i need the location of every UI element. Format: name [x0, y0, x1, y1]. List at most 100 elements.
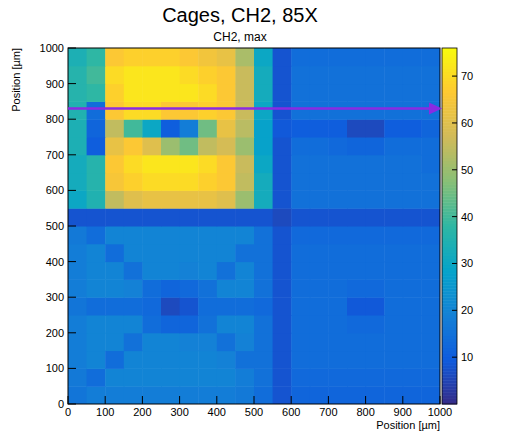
- colorbar-band: [442, 389, 457, 392]
- heat-cell: [366, 226, 385, 244]
- heat-cell: [161, 262, 180, 280]
- colorbar-band: [442, 271, 457, 274]
- colorbar-tick: [452, 216, 457, 217]
- heat-cell: [161, 66, 180, 84]
- colorbar-tick: [452, 76, 457, 77]
- colorbar-band: [442, 318, 457, 321]
- heat-cell: [421, 119, 440, 137]
- heat-cell: [421, 66, 440, 84]
- heat-cell: [235, 386, 254, 404]
- colorbar-band: [442, 54, 457, 57]
- heat-cell: [198, 244, 217, 262]
- heat-cell: [291, 351, 310, 369]
- heat-cell: [273, 351, 292, 369]
- x-tick: [440, 396, 441, 404]
- heat-cell: [273, 208, 292, 226]
- heat-cell: [273, 315, 292, 333]
- heat-cell: [254, 333, 273, 351]
- heat-cell: [235, 137, 254, 155]
- heat-cell: [87, 190, 106, 208]
- colorbar-band: [442, 104, 457, 107]
- heat-cell: [384, 244, 403, 262]
- heat-cell: [291, 244, 310, 262]
- heat-cell: [328, 297, 347, 315]
- colorbar-band: [442, 377, 457, 380]
- heat-cell: [273, 137, 292, 155]
- colorbar-band: [442, 158, 457, 161]
- heat-cell: [235, 333, 254, 351]
- heat-cell: [328, 333, 347, 351]
- x-tick: [291, 396, 292, 404]
- colorbar-band: [442, 398, 457, 401]
- heat-cell: [421, 351, 440, 369]
- colorbar-band: [442, 134, 457, 137]
- heat-cell: [87, 351, 106, 369]
- heat-cell: [105, 244, 124, 262]
- colorbar-band: [442, 179, 457, 182]
- heat-cell: [384, 262, 403, 280]
- y-tick-label: 900: [46, 78, 64, 90]
- colorbar-tick-label: 30: [461, 257, 473, 269]
- heat-cell: [273, 101, 292, 119]
- colorbar-band: [442, 309, 457, 312]
- heat-cell: [68, 208, 87, 226]
- heat-cell: [310, 368, 329, 386]
- colorbar-band: [442, 98, 457, 101]
- colorbar-band: [442, 155, 457, 158]
- heat-cell: [105, 279, 124, 297]
- heat-cell: [328, 48, 347, 66]
- colorbar-band: [442, 101, 457, 104]
- colorbar-band: [442, 116, 457, 119]
- heat-cell: [198, 297, 217, 315]
- colorbar-band: [442, 107, 457, 110]
- heat-cell: [198, 119, 217, 137]
- heat-cell: [124, 155, 143, 173]
- heat-cell: [347, 119, 366, 137]
- heat-cell: [366, 315, 385, 333]
- subtitle: CH2, max: [213, 30, 266, 44]
- colorbar-band: [442, 217, 457, 220]
- heat-cell: [180, 190, 199, 208]
- heat-cell: [198, 66, 217, 84]
- heat-cell: [254, 190, 273, 208]
- heat-cell: [310, 226, 329, 244]
- heat-cell: [366, 244, 385, 262]
- heat-cell: [87, 101, 106, 119]
- heat-cell: [87, 297, 106, 315]
- y-tick: [68, 154, 76, 155]
- heat-cell: [124, 101, 143, 119]
- heat-cell: [161, 101, 180, 119]
- heat-cell: [180, 173, 199, 191]
- heat-cell: [421, 279, 440, 297]
- y-tick-label: 400: [46, 256, 64, 268]
- x-tick: [105, 396, 106, 404]
- heat-cell: [161, 84, 180, 102]
- heat-cell: [198, 315, 217, 333]
- heat-cell: [68, 297, 87, 315]
- heat-cell: [142, 101, 161, 119]
- heat-cell: [347, 101, 366, 119]
- heat-cell: [310, 66, 329, 84]
- heat-cell: [291, 48, 310, 66]
- heat-cell: [105, 173, 124, 191]
- heat-cell: [254, 208, 273, 226]
- colorbar-band: [442, 51, 457, 54]
- heat-cell: [217, 66, 236, 84]
- heat-cell: [291, 137, 310, 155]
- colorbar-band: [442, 336, 457, 339]
- heat-cell: [68, 155, 87, 173]
- heat-cell: [235, 226, 254, 244]
- colorbar-band: [442, 362, 457, 365]
- heat-cell: [198, 137, 217, 155]
- heat-cell: [87, 137, 106, 155]
- heat-cell: [105, 315, 124, 333]
- heat-cell: [68, 66, 87, 84]
- heat-cell: [124, 368, 143, 386]
- heat-cell: [273, 119, 292, 137]
- heat-cell: [291, 208, 310, 226]
- colorbar-band: [442, 140, 457, 143]
- title: Cages, CH2, 85X: [162, 4, 318, 26]
- colorbar-band: [442, 69, 457, 72]
- x-tick-label: 400: [208, 406, 226, 418]
- colorbar-band: [442, 128, 457, 131]
